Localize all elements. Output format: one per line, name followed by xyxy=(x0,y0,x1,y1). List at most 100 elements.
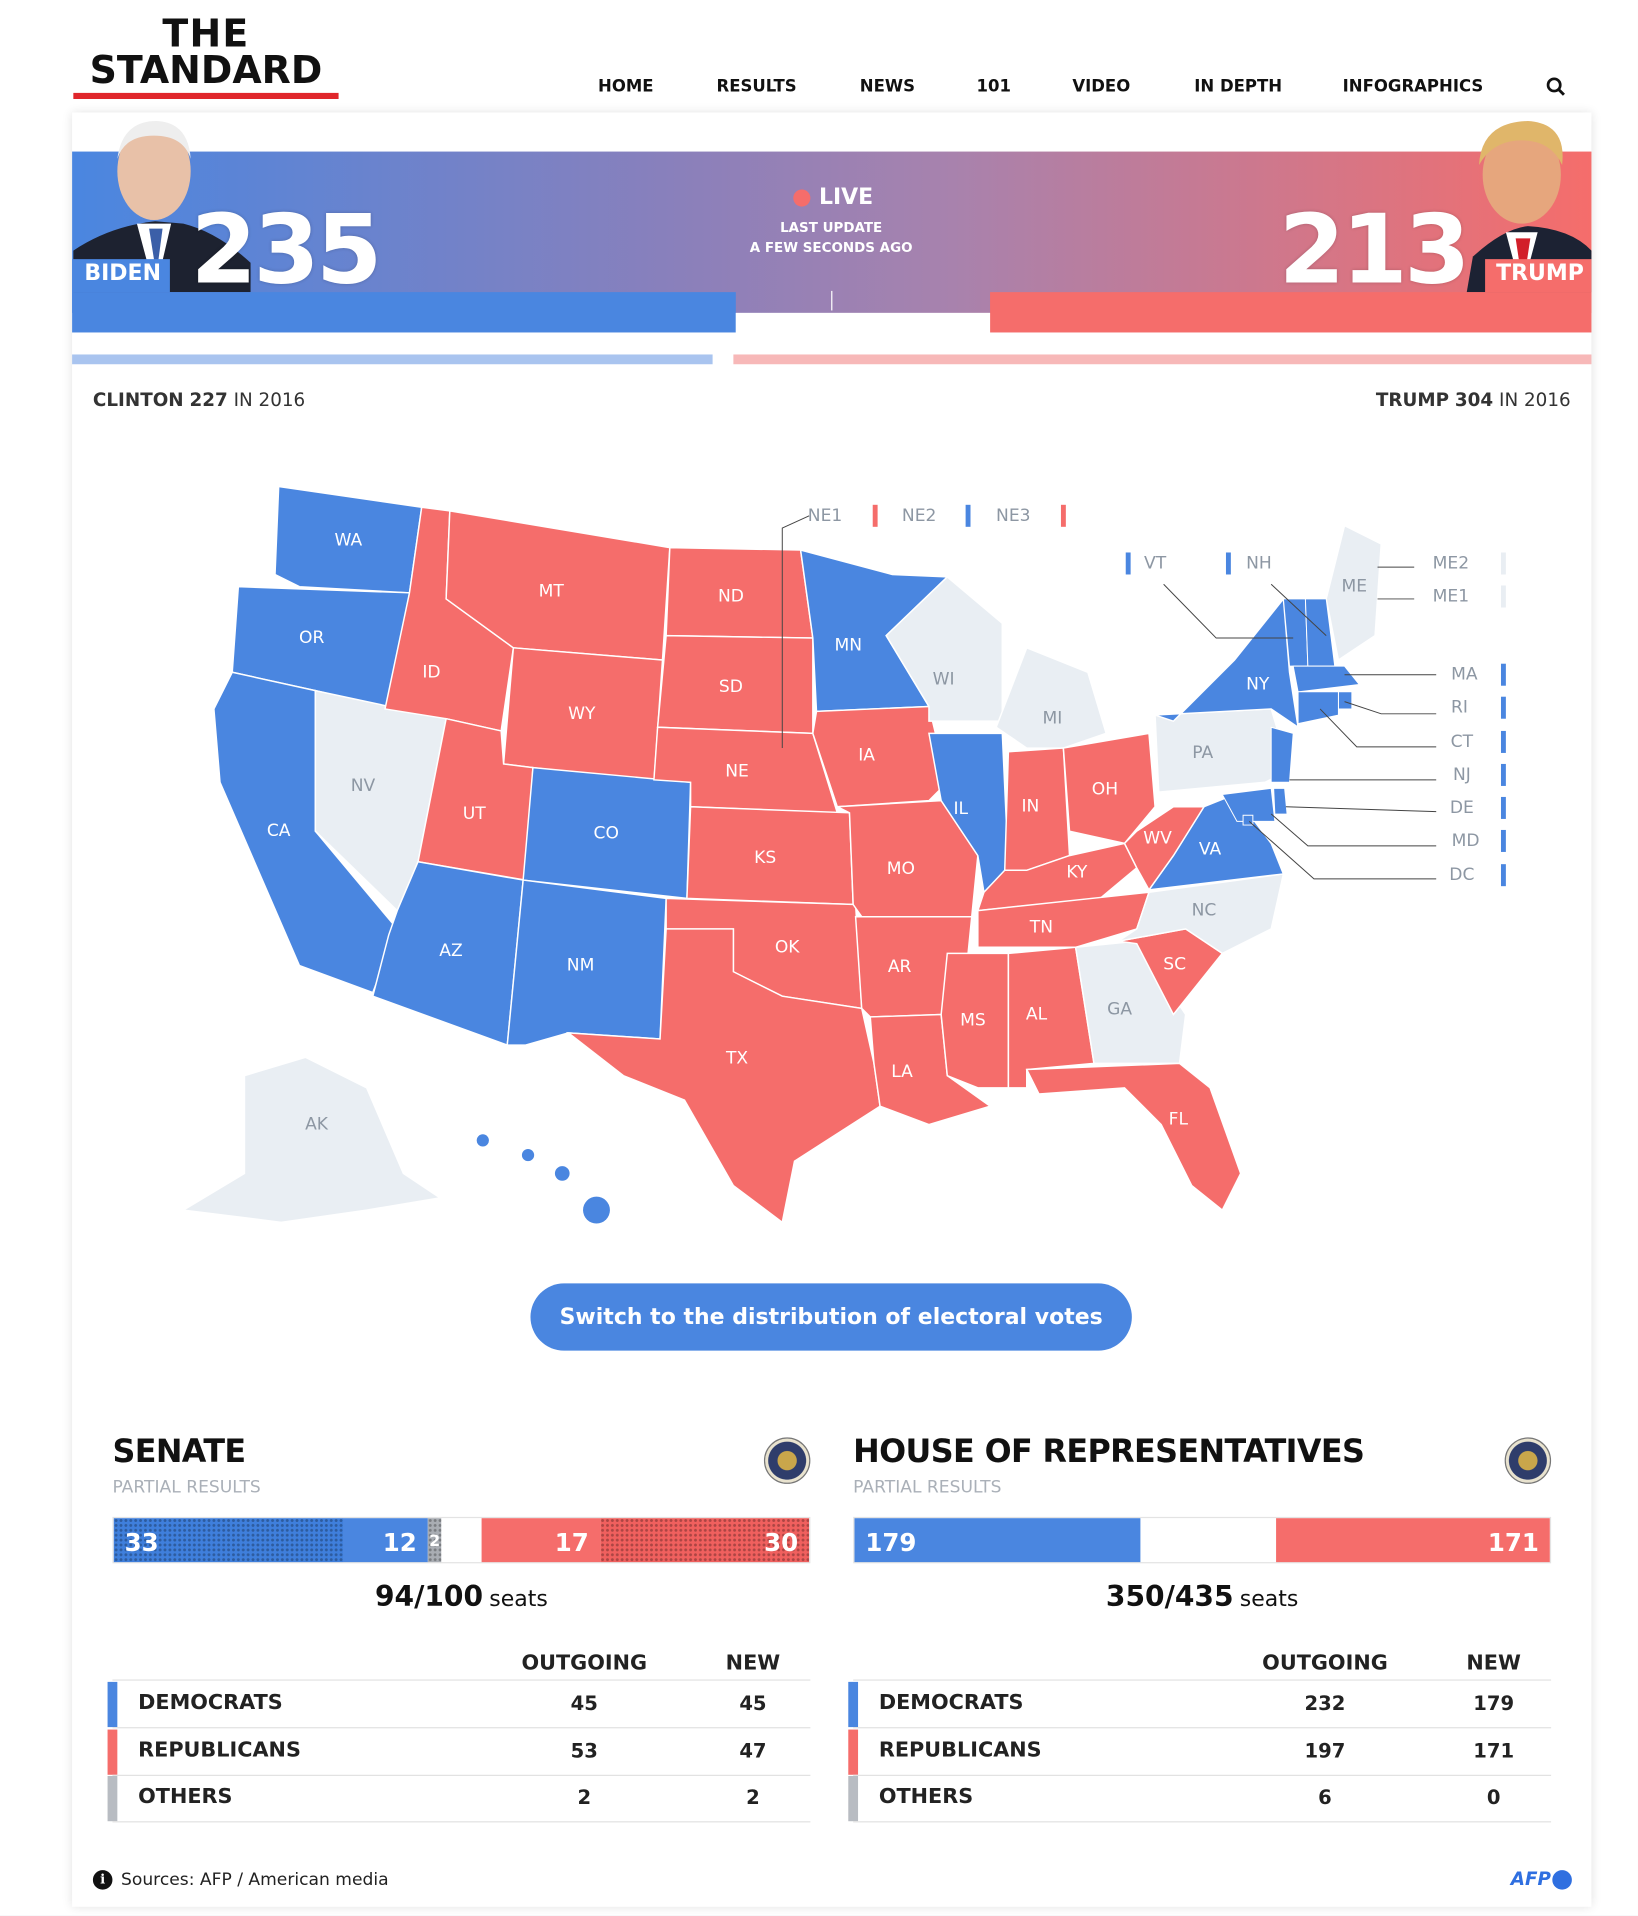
nav-link[interactable]: INFOGRAPHICS xyxy=(1342,77,1484,97)
state-label: NM xyxy=(567,956,595,976)
table-rule xyxy=(853,1727,1552,1729)
party-name: DEMOCRATS xyxy=(138,1690,283,1715)
party-name: OTHERS xyxy=(138,1784,233,1810)
state-label: OR xyxy=(299,628,324,648)
table-rule xyxy=(112,1774,811,1776)
seat-segment: 17 xyxy=(481,1518,600,1563)
chamber-subtitle: PARTIAL RESULTS xyxy=(112,1477,261,1498)
state-label: WY xyxy=(568,704,596,724)
state-label: NC xyxy=(1192,901,1217,921)
state-label: AZ xyxy=(439,941,462,961)
nav-link[interactable]: HOME xyxy=(598,77,654,97)
state-shape xyxy=(1337,691,1353,710)
state-label: OH xyxy=(1092,780,1118,800)
nav-link[interactable]: 101 xyxy=(976,77,1011,97)
state-shape xyxy=(812,705,949,808)
state-label: RI xyxy=(1451,698,1468,718)
party-color xyxy=(107,1776,118,1822)
search-icon[interactable] xyxy=(1546,77,1566,97)
electoral-votes: 213 xyxy=(1278,195,1471,306)
leader-line xyxy=(1270,583,1327,636)
leader-line xyxy=(1285,806,1437,813)
state-label: MN xyxy=(834,635,862,655)
party-name: REPUBLICANS xyxy=(138,1737,301,1762)
state-color-bar xyxy=(1500,796,1506,819)
seat-bar: 179 171 xyxy=(853,1516,1552,1564)
state-color-bar xyxy=(1500,829,1506,852)
state-label: NY xyxy=(1246,674,1270,694)
state-color-bar xyxy=(1500,696,1506,719)
previous-bar xyxy=(733,354,1592,365)
state-label: VT xyxy=(1144,553,1167,573)
nav-link[interactable]: VIDEO xyxy=(1072,77,1131,97)
seat-value: 6 xyxy=(1318,1785,1332,1810)
state-color-bar xyxy=(965,504,971,527)
seat-segment: 179 xyxy=(854,1518,1141,1563)
candidate-name: BIDEN xyxy=(84,260,161,287)
electoral-votes: 235 xyxy=(190,195,383,306)
chamber-title: SENATE xyxy=(112,1433,246,1471)
table-rule xyxy=(853,1821,1552,1823)
brand: AFP xyxy=(1510,1867,1551,1890)
state-label: OK xyxy=(775,937,800,957)
table-header: NEW xyxy=(725,1651,781,1676)
seat-value: 179 xyxy=(1473,1691,1515,1715)
state-label: WI xyxy=(933,670,955,690)
table-rule xyxy=(112,1679,811,1681)
brand-dot xyxy=(1552,1870,1572,1890)
seat-segment: 30 xyxy=(599,1518,810,1563)
seats-number: 94/100 xyxy=(374,1581,484,1614)
party-color xyxy=(848,1776,859,1822)
state-label: NE xyxy=(725,761,749,781)
state-label: SC xyxy=(1163,954,1186,974)
state-label: AK xyxy=(305,1115,329,1135)
seat-segment: 171 xyxy=(1276,1518,1550,1563)
state-label: ID xyxy=(422,662,440,682)
candidate-name-box xyxy=(1485,259,1592,293)
state-label: NE2 xyxy=(902,506,937,526)
party-name: OTHERS xyxy=(878,1784,974,1810)
leader-line xyxy=(1270,813,1437,847)
nav-link[interactable]: RESULTS xyxy=(716,77,797,97)
state-label: NE1 xyxy=(808,506,843,526)
state-label: MO xyxy=(887,859,915,879)
state-label: MI xyxy=(1042,709,1062,729)
state-shape xyxy=(476,1134,489,1147)
logo-underline xyxy=(73,92,339,100)
seat-value: 0 xyxy=(1486,1785,1501,1810)
previous-year: IN 2016 xyxy=(1499,388,1571,411)
seat-value: 45 xyxy=(570,1691,598,1715)
state-shape xyxy=(1325,524,1382,662)
live-label: LIVE xyxy=(818,184,874,211)
state-color-bar xyxy=(1125,552,1131,575)
seat-value: 2 xyxy=(746,1785,760,1810)
nav-link[interactable]: NEWS xyxy=(859,77,915,97)
previous-bar xyxy=(72,354,713,365)
state-label: HI xyxy=(500,1194,518,1214)
state-shape xyxy=(181,1056,442,1224)
state-shape xyxy=(1123,805,1206,892)
update-text: LAST UPDATE xyxy=(780,220,883,236)
seal xyxy=(1504,1437,1552,1484)
nav-link[interactable]: IN DEPTH xyxy=(1194,77,1283,97)
state-color-bar xyxy=(1500,585,1506,608)
state-label: ME1 xyxy=(1433,586,1469,606)
party-color xyxy=(848,1728,859,1775)
state-shape xyxy=(1292,665,1361,693)
table-header: OUTGOING xyxy=(521,1651,648,1676)
switch-button[interactable]: Switch to the distribution of electoral … xyxy=(530,1283,1132,1351)
table-rule xyxy=(112,1727,811,1729)
state-color-bar xyxy=(1060,504,1066,527)
chamber-title: HOUSE OF REPRESENTATIVES xyxy=(853,1433,1365,1471)
state-shape xyxy=(995,646,1108,749)
state-color-bar xyxy=(1500,864,1506,887)
state-label: LA xyxy=(891,1062,913,1082)
seat-value: 47 xyxy=(739,1738,767,1762)
state-label: ME2 xyxy=(1433,553,1469,573)
state-label: MA xyxy=(1451,665,1478,685)
state-shape xyxy=(521,1148,535,1162)
seat-bar: 33 12 2 30 17 xyxy=(112,1516,811,1564)
banner xyxy=(72,151,1592,313)
